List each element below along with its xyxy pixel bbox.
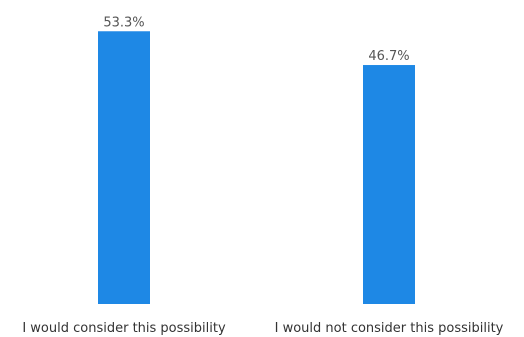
category-label-2: I would not consider this possibility bbox=[275, 321, 504, 336]
bar-value-label-2: 46.7% bbox=[368, 49, 409, 64]
bars-group bbox=[98, 31, 415, 304]
category-labels-group: I would consider this possibility I would… bbox=[22, 321, 503, 336]
bar-2 bbox=[363, 65, 415, 304]
value-labels-group: 53.3% 46.7% bbox=[103, 15, 409, 64]
bar-value-label-1: 53.3% bbox=[103, 15, 144, 30]
bar-1 bbox=[98, 31, 150, 304]
category-label-1: I would consider this possibility bbox=[22, 321, 226, 336]
